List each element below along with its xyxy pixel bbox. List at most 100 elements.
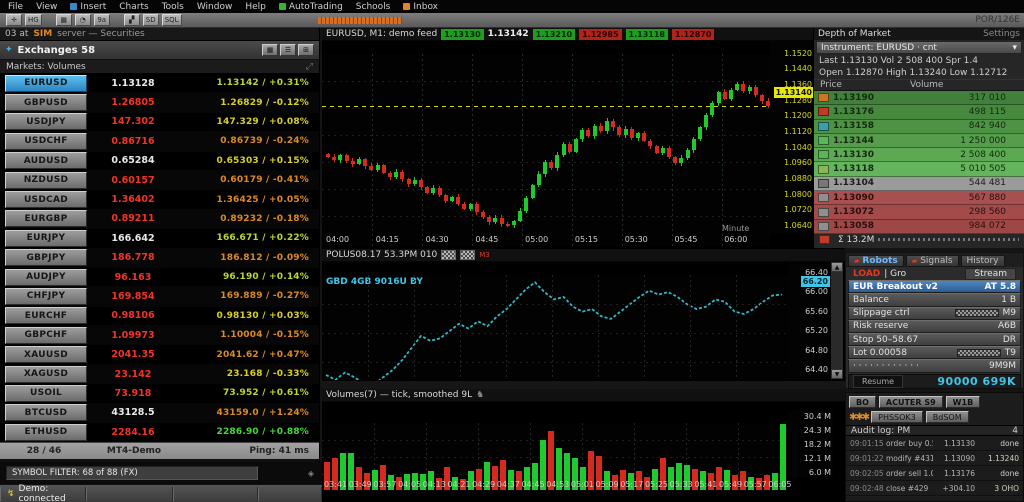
dom-instrument-dropdown[interactable]: Instrument: EURUSD · cnt ▾ xyxy=(816,41,1022,54)
pin-icon[interactable]: ◈ xyxy=(307,468,314,478)
expand-icon[interactable]: ⤢ xyxy=(305,61,313,72)
dom-ask-row[interactable]: 1.13058 984 072 xyxy=(814,219,1024,234)
toolbar-button-2[interactable]: ▦ xyxy=(55,14,72,26)
favorites-icon[interactable]: ✱✱✱ xyxy=(849,411,870,423)
toolbar-button-4[interactable]: 9a xyxy=(93,14,110,26)
dom-bid-row[interactable]: 1.13158 842 940 xyxy=(814,119,1024,134)
tab-robots[interactable]: ▰ Robots xyxy=(848,254,904,267)
journal-button-bo[interactable]: BO xyxy=(849,396,876,408)
symbol-filter-field[interactable]: SYMBOL FILTER: 68 of 88 (FX) xyxy=(6,466,258,480)
robot-setting-row[interactable]: Balance 1 B xyxy=(848,293,1021,307)
market-watch-row[interactable]: USOIL 73.918 73.952 / +0.61% xyxy=(0,384,319,404)
market-watch-row[interactable]: GBPUSD 1.26805 1.26829 / -0.12% xyxy=(0,93,319,113)
tab-signals[interactable]: ▰ Signals xyxy=(905,254,959,267)
symbol-button-ETHUSD[interactable]: ETHUSD xyxy=(5,423,87,441)
scroll-down-button[interactable]: ▼ xyxy=(831,369,843,379)
menu-item-view[interactable]: View xyxy=(36,2,57,12)
toolbar-button-1[interactable]: HG xyxy=(25,14,42,26)
symbol-button-USDCAD[interactable]: USDCAD xyxy=(5,191,87,209)
robot-setting-row[interactable]: Risk reserve A6B xyxy=(848,319,1021,333)
journal-tool-phssok3[interactable]: PHSSOK3 xyxy=(871,411,923,423)
journal-button-w1b[interactable]: W1B xyxy=(945,396,981,408)
market-watch-row[interactable]: USDJPY 147.302 147.329 / +0.08% xyxy=(0,112,319,133)
market-watch-row[interactable]: EURCHF 0.98106 0.98130 / +0.03% xyxy=(0,306,319,327)
status-connection-button[interactable]: ↯ Demo: connected xyxy=(0,484,86,502)
market-watch-row[interactable]: BTCUSD 43128.5 43159.0 / +1.24% xyxy=(0,403,319,424)
toolbar-button-5[interactable]: ▞ xyxy=(123,14,140,26)
volume-chart-plot[interactable] xyxy=(322,423,788,490)
symbol-button-USOIL[interactable]: USOIL xyxy=(5,384,87,402)
chart-widget-button[interactable] xyxy=(441,250,457,260)
symbol-button-XAUUSD[interactable]: XAUUSD xyxy=(5,346,87,364)
symbol-button-GBPJPY[interactable]: GBPJPY xyxy=(5,249,87,267)
market-watch-row[interactable]: EURGBP 0.89211 0.89232 / -0.18% xyxy=(0,209,319,230)
dom-ask-row[interactable]: 1.13072 298 560 xyxy=(814,205,1024,220)
line-chart-plot[interactable]: GBD 4GB 9016U BY xyxy=(322,275,788,392)
market-watch-row[interactable]: ETHUSD 2284.16 2286.90 / +0.88% xyxy=(0,423,319,443)
symbol-button-CHFJPY[interactable]: CHFJPY xyxy=(5,287,87,305)
dom-bid-row[interactable]: 1.13144 1 250 000 xyxy=(814,133,1024,149)
dom-ask-row[interactable]: 1.13090 567 880 xyxy=(814,191,1024,206)
menu-item-schools[interactable]: Schools xyxy=(356,2,391,12)
robot-setting-row[interactable]: · · · · · · · · · · · · 9M9M xyxy=(848,359,1021,373)
symbol-button-EURUSD[interactable]: EURUSD xyxy=(5,74,87,92)
market-watch-row[interactable]: AUDUSD 0.65284 0.65303 / +0.15% xyxy=(0,151,319,171)
robot-setting-row[interactable]: Stop 50–58.67 DR xyxy=(848,332,1021,347)
toolbar-button-0[interactable]: ✛ xyxy=(6,14,22,26)
menu-item-autotrading[interactable]: AutoTrading xyxy=(278,2,343,12)
journal-button-acuter-s9[interactable]: ACUTER S9 xyxy=(878,396,943,408)
symbol-button-EURGBP[interactable]: EURGBP xyxy=(5,210,87,228)
stream-button[interactable]: Stream xyxy=(965,267,1016,280)
market-watch-row[interactable]: EURJPY 166.642 166.671 / +0.22% xyxy=(0,229,319,249)
market-watch-view-button-2[interactable]: ⊞ xyxy=(298,44,314,56)
candle-chart-plot[interactable] xyxy=(322,54,770,246)
toolbar-button-6[interactable]: SD xyxy=(142,14,159,26)
toolbar-button-7[interactable]: SQL xyxy=(161,14,182,26)
menu-item-window[interactable]: Window xyxy=(197,2,233,12)
scroll-up-button[interactable]: ▲ xyxy=(831,262,843,272)
menu-item-inbox[interactable]: Inbox xyxy=(403,2,438,12)
symbol-button-BTCUSD[interactable]: BTCUSD xyxy=(5,404,87,422)
market-watch-row[interactable]: USDCHF 0.86716 0.86739 / -0.24% xyxy=(0,132,319,152)
market-watch-view-button-1[interactable]: ☰ xyxy=(280,44,296,56)
market-watch-row[interactable]: CHFJPY 169.854 169.889 / -0.27% xyxy=(0,287,319,307)
dom-bid-row[interactable]: 1.13176 498 115 xyxy=(814,105,1024,120)
symbol-button-AUDJPY[interactable]: AUDJPY xyxy=(5,268,87,286)
menu-item-tools[interactable]: Tools xyxy=(162,2,184,12)
menu-item-insert[interactable]: Insert xyxy=(70,2,106,12)
market-watch-view-button-0[interactable]: ▦ xyxy=(262,44,278,56)
symbol-button-EURJPY[interactable]: EURJPY xyxy=(5,229,87,247)
symbol-button-XAGUSD[interactable]: XAGUSD xyxy=(5,365,87,383)
toolbar-button-3[interactable]: ◔ xyxy=(74,14,91,26)
market-watch-row[interactable]: GBPCHF 1.09973 1.10004 / -0.15% xyxy=(0,326,319,346)
market-watch-row[interactable]: XAGUSD 23.142 23.168 / -0.33% xyxy=(0,364,319,385)
tab-history[interactable]: History xyxy=(960,254,1005,267)
menu-item-charts[interactable]: Charts xyxy=(119,2,148,12)
vertical-scrollbar[interactable]: ▲ ▼ xyxy=(831,262,843,379)
robot-setting-row[interactable]: Slippage ctrl M9 xyxy=(848,306,1021,320)
symbol-button-AUDUSD[interactable]: AUDUSD xyxy=(5,152,87,170)
symbol-button-USDCHF[interactable]: USDCHF xyxy=(5,132,87,150)
menu-item-file[interactable]: File xyxy=(8,2,23,12)
dom-bid-row[interactable]: 1.13118 5 010 505 xyxy=(814,162,1024,177)
market-watch-row[interactable]: USDCAD 1.36402 1.36425 / +0.05% xyxy=(0,190,319,210)
dom-bid-row[interactable]: 1.13190 317 010 xyxy=(814,91,1024,106)
dom-settings-link[interactable]: Settings xyxy=(983,29,1020,39)
market-watch-row[interactable]: AUDJPY 96.163 96.190 / +0.14% xyxy=(0,267,319,288)
chart-widget-button[interactable] xyxy=(460,250,476,260)
robot-selected-item[interactable]: EUR Breakout v2 AT 5.8 xyxy=(848,280,1021,294)
resume-button[interactable]: Resume xyxy=(853,374,904,388)
dom-bid-row[interactable]: 1.13130 2 508 400 xyxy=(814,148,1024,163)
dom-mid-row[interactable]: 1.13104 544 481 xyxy=(814,176,1024,192)
symbol-button-USDJPY[interactable]: USDJPY xyxy=(5,113,87,131)
symbol-button-GBPUSD[interactable]: GBPUSD xyxy=(5,94,87,112)
robot-setting-row[interactable]: Lot 0.00058 T9 xyxy=(848,346,1021,360)
symbol-button-EURCHF[interactable]: EURCHF xyxy=(5,307,87,325)
symbol-button-GBPCHF[interactable]: GBPCHF xyxy=(5,326,87,344)
market-watch-row[interactable]: GBPJPY 186.778 186.812 / -0.09% xyxy=(0,248,319,268)
symbol-button-NZDUSD[interactable]: NZDUSD xyxy=(5,171,87,189)
market-watch-row[interactable]: XAUUSD 2041.35 2041.62 / +0.47% xyxy=(0,345,319,365)
market-watch-row[interactable]: EURUSD 1.13128 1.13142 / +0.31% xyxy=(0,74,319,94)
market-watch-row[interactable]: NZDUSD 0.60157 0.60179 / -0.41% xyxy=(0,170,319,191)
journal-tool-bdsom[interactable]: BdSOM xyxy=(925,411,969,423)
